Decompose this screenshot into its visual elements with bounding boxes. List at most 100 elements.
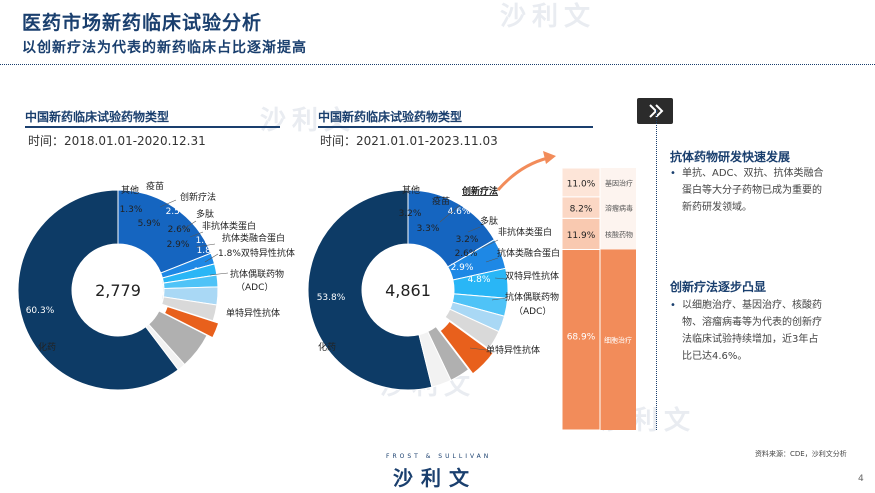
category-label-innovative: 创新疗法 (461, 185, 498, 197)
page-subtitle: 以创新疗法为代表的新药临床占比逐渐提高 (22, 40, 307, 56)
leader-line (439, 204, 461, 223)
pie-slice (17, 189, 179, 391)
pie-slice (444, 308, 500, 350)
side-text-line: 单抗、ADC、双抗、抗体类融合 (682, 168, 824, 179)
bar-value-label: 8.2% (570, 205, 593, 215)
data-label: 3.3% (417, 224, 440, 234)
pie-slice (439, 320, 494, 375)
watermark: 沙利文 (500, 2, 597, 32)
category-label: （ADC） (514, 306, 551, 317)
data-label: 60.3% (26, 306, 55, 316)
pie-slice (161, 296, 218, 322)
data-label: 3.2% (399, 209, 422, 219)
right-panel-date: 时间：2021.01.01-2023.11.03 (320, 134, 498, 148)
bar-category-label: 细胞治疗 (604, 336, 632, 345)
leader-line (485, 257, 499, 263)
left-panel-rule (25, 126, 280, 128)
side-text-line: 比已达4.6%。 (682, 351, 748, 362)
category-label: 多肽 (196, 208, 214, 220)
side-text-innovative: 以细胞治疗、基因治疗、核酸药 物、溶瘤病毒等为代表的创新疗 法临床试验持续增加，… (682, 297, 822, 365)
leader-line (494, 277, 507, 280)
side-heading-antibody: 抗体药物研发快速发展 (670, 150, 791, 164)
leader-line (467, 226, 481, 233)
page-number: 4 (858, 474, 864, 484)
data-label: 1.3% (120, 205, 143, 215)
category-label: 疫苗 (146, 180, 164, 192)
data-label: 53.8% (317, 293, 346, 303)
data-label: 1.9% (196, 236, 219, 246)
bar-value-label: 68.9% (567, 333, 596, 343)
data-label: 2.9% (167, 240, 190, 250)
leader-line (491, 297, 507, 301)
bar-segment (561, 167, 601, 198)
category-label: 创新疗法 (180, 191, 216, 203)
bar-segment (561, 248, 601, 431)
bar-value-label: 11.9% (567, 231, 596, 241)
data-label: 2.6% (455, 249, 478, 259)
side-text-line: 物、溶瘤病毒等为代表的创新疗 (682, 317, 822, 328)
brand-logo: 沙利文 (393, 466, 477, 490)
category-label: 其他 (121, 184, 139, 196)
pie-slice (117, 189, 212, 274)
left-panel-title: 中国新药临床试验药物类型 (25, 110, 170, 124)
leader-line (481, 239, 499, 249)
category-label: 抗体偶联药物 (230, 268, 284, 280)
leader-line (209, 272, 229, 276)
right-panel-title: 中国新药临床试验药物类型 (318, 110, 463, 124)
page-title: 医药市场新药临床试验分析 (22, 12, 263, 34)
data-label: 5.9% (138, 219, 161, 229)
category-label: 单特异性抗体 (486, 344, 540, 356)
category-label: 双特异性抗体 (505, 270, 559, 282)
side-divider (656, 110, 657, 430)
bullet-dot-icon: • (670, 168, 676, 179)
arrow-head-icon (543, 151, 556, 164)
donut-hole (73, 245, 163, 335)
leader-line (204, 253, 219, 263)
category-label: 其他 (402, 184, 420, 196)
side-text-line: 法临床试验持续增加，近3年占 (682, 334, 819, 345)
category-label: 抗体偶联药物 (505, 291, 559, 303)
category-label: 化药 (38, 341, 56, 353)
bar-category-label: 基因治疗 (605, 178, 633, 187)
data-label: 2.5% (166, 207, 189, 217)
side-text-line: 新药研发领域。 (682, 202, 752, 213)
data-label: 1.8% (197, 246, 220, 256)
right-panel-rule (318, 126, 593, 128)
category-label: 1.8%双特异性抗体 (218, 247, 295, 259)
leader-line (469, 347, 487, 351)
leader-line (195, 243, 216, 248)
category-label: 抗体类融合蛋白 (222, 232, 285, 244)
leader-line (189, 231, 204, 238)
watermark: 沙利文 (260, 106, 357, 136)
category-label: 化药 (318, 341, 336, 353)
pie-slice (307, 189, 433, 391)
category-label: 单特异性抗体 (226, 307, 280, 319)
chevron-icon (637, 98, 673, 124)
data-label: 4.6% (448, 207, 471, 217)
side-heading-innovative: 创新疗法逐步凸显 (670, 280, 767, 294)
source-note: 资料来源：CDE，沙利文分析 (755, 450, 847, 458)
left-panel-date: 时间：2018.01.01-2020.12.31 (28, 134, 206, 148)
brand-name-en: FROST & SULLIVAN (386, 453, 492, 460)
data-label: 2.6% (168, 225, 191, 235)
category-label: 多肽 (480, 215, 498, 227)
header-divider (0, 64, 875, 65)
chevron-glyph (649, 104, 664, 118)
arrow-curve (496, 156, 549, 191)
pie-slice (145, 323, 186, 371)
category-label: 非抗体类蛋白 (498, 226, 552, 238)
pie-slice (418, 330, 452, 388)
data-label: 3.2% (456, 235, 479, 245)
bar-value-label: 11.0% (567, 179, 596, 189)
side-text-line: 蛋白等大分子药物已成为重要的 (682, 185, 822, 196)
data-label: 2.9% (451, 263, 474, 273)
bar-category-label: 溶瘤病毒 (605, 204, 633, 213)
bar-label-backdrop-main (600, 249, 636, 430)
category-label: （ADC） (236, 282, 273, 293)
side-text-antibody: 单抗、ADC、双抗、抗体类融合 蛋白等大分子药物已成为重要的 新药研发领域。 (682, 165, 824, 216)
leader-line (181, 220, 197, 231)
category-label: 抗体类融合蛋白 (497, 247, 560, 259)
data-label: 4.8% (468, 275, 491, 285)
center-total: 2,779 (95, 281, 141, 300)
